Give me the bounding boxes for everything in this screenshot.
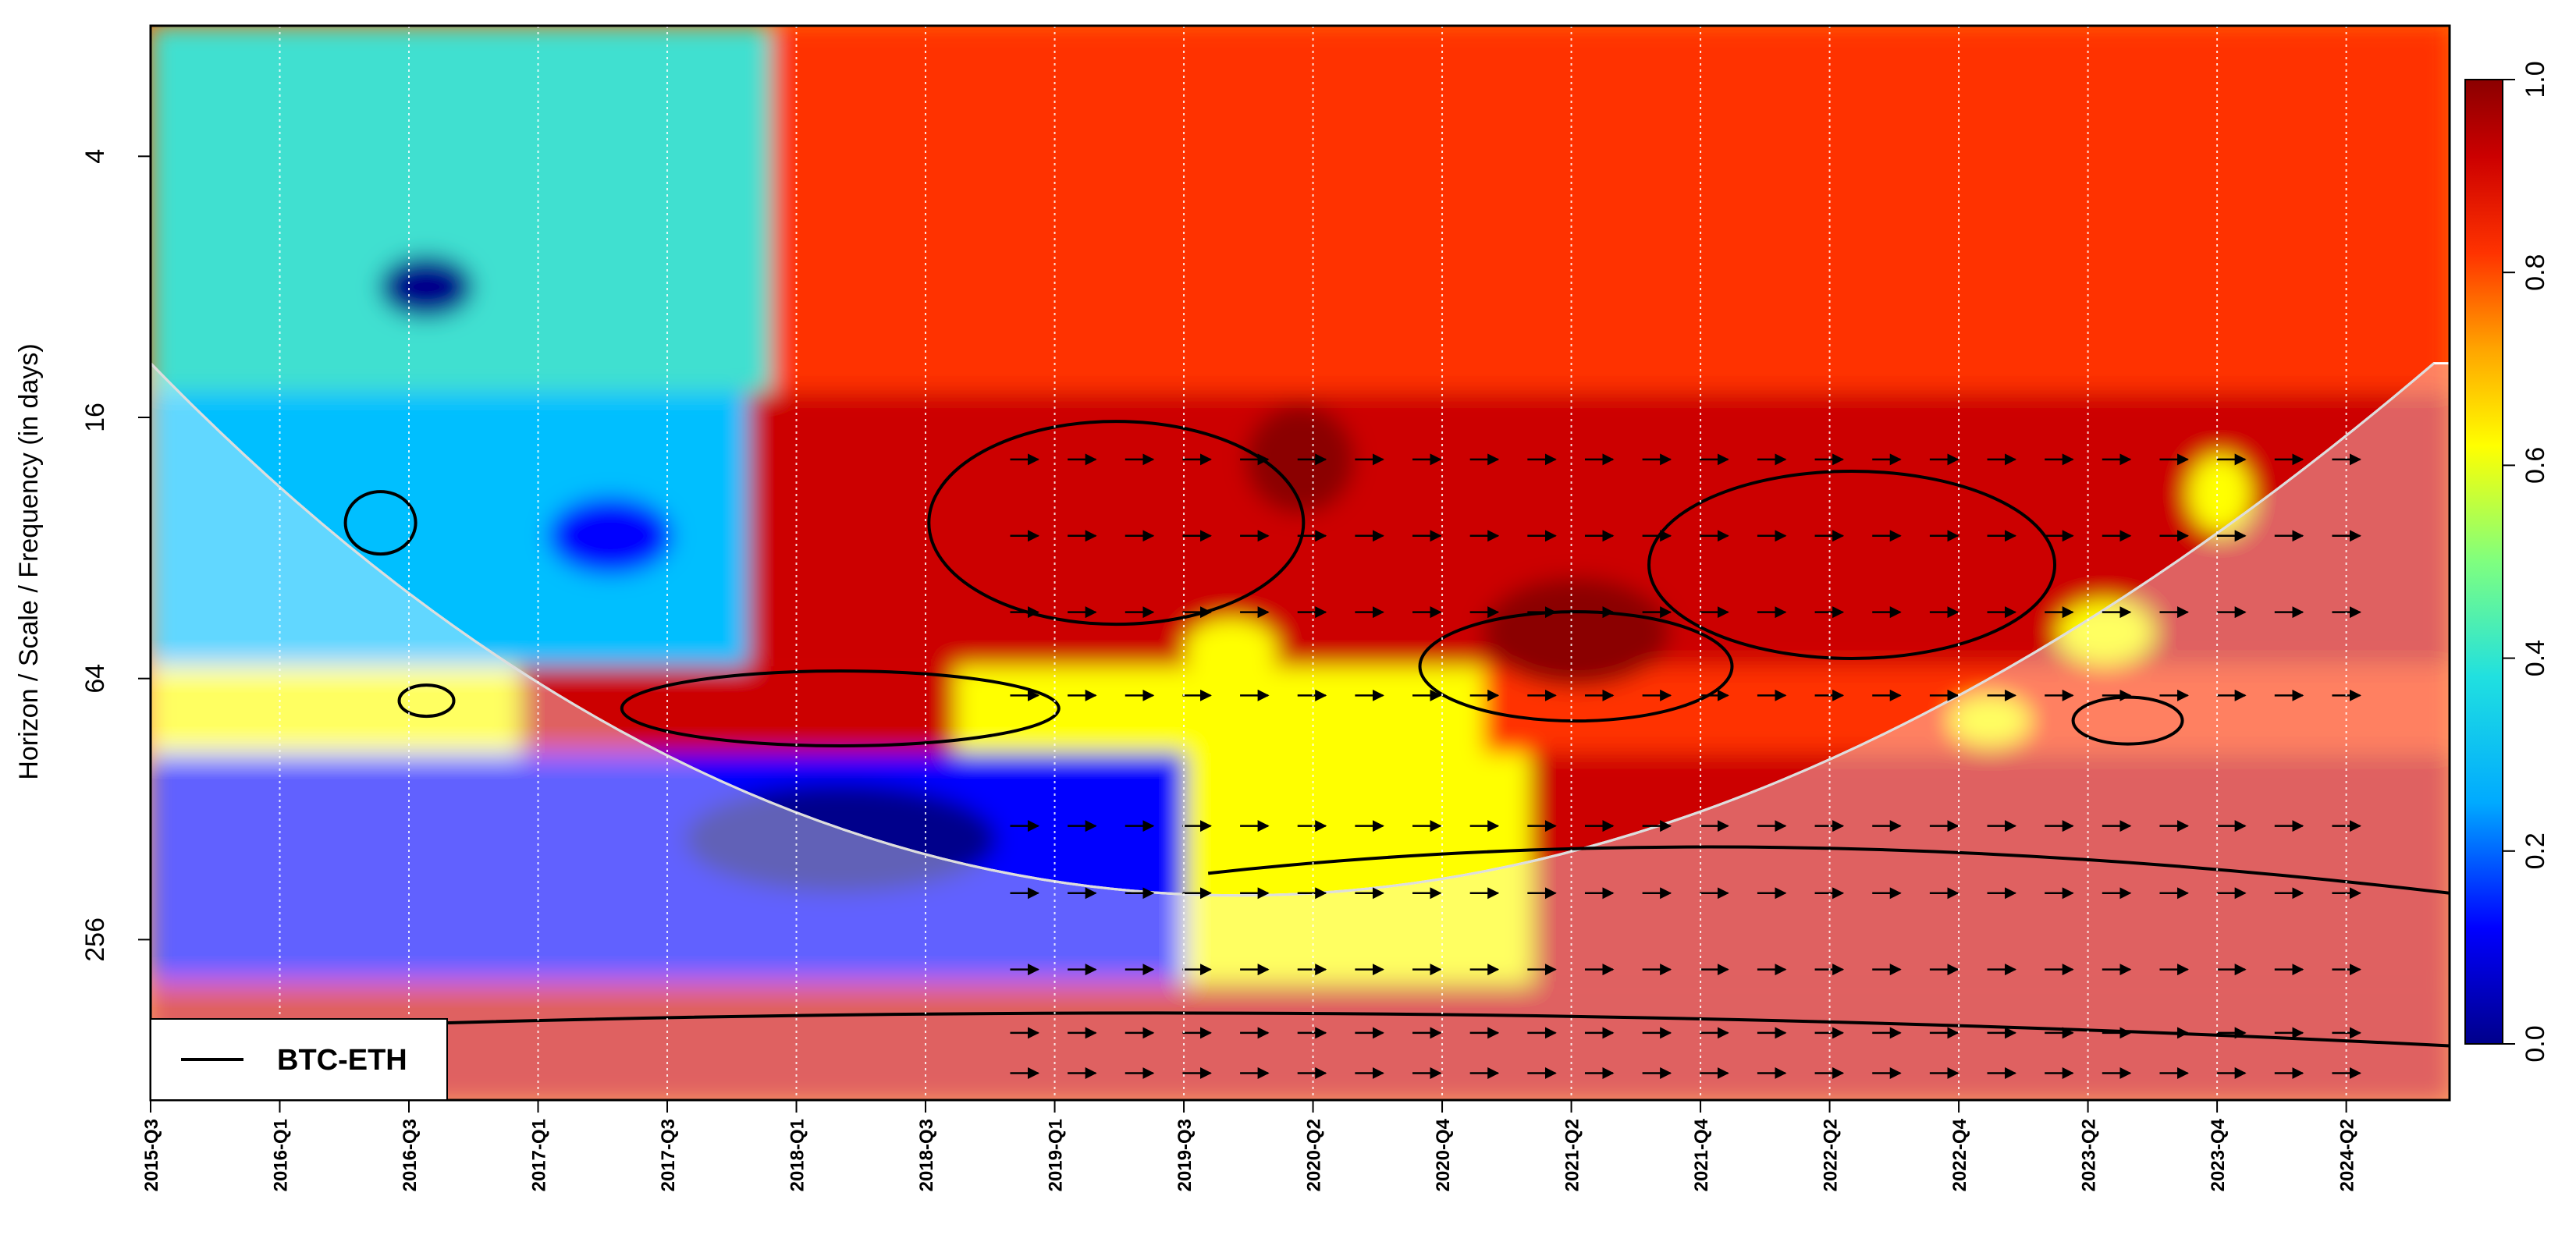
x-tick-label: 2017-Q1 — [529, 1119, 550, 1191]
plot-frame — [149, 24, 2451, 1102]
x-tick-label: 2019-Q3 — [1174, 1119, 1196, 1191]
x-tick-label: 2015-Q3 — [141, 1119, 162, 1191]
x-tick-label: 2021-Q2 — [1562, 1119, 1583, 1191]
y-tick-label: 64 — [80, 664, 110, 694]
y-tick-label: 256 — [80, 917, 110, 962]
x-tick-label: 2022-Q4 — [1949, 1118, 1970, 1191]
phase-arrows — [1010, 453, 2361, 1079]
x-gridlines — [151, 26, 2347, 1100]
x-tick-label: 2018-Q1 — [787, 1119, 808, 1191]
colorbar-tick-label: 1.0 — [2521, 61, 2550, 98]
colorbar-tick-label: 0.4 — [2521, 640, 2550, 676]
y-axis-title: Horizon / Scale / Frequency (in days) — [14, 343, 44, 779]
x-tick-label: 2022-Q2 — [1821, 1119, 1842, 1191]
legend: BTC-ETH — [150, 1018, 448, 1101]
x-tick-label: 2023-Q2 — [2079, 1119, 2100, 1191]
colorbar-tick-label: 0.0 — [2521, 1025, 2550, 1062]
y-tick-label: 4 — [80, 149, 110, 164]
x-tick-label: 2023-Q4 — [2208, 1118, 2229, 1191]
y-axis: 4 16 64 256 — [80, 149, 151, 962]
x-tick-label: 2018-Q3 — [916, 1119, 937, 1191]
x-tick-label: 2020-Q2 — [1304, 1119, 1325, 1191]
colorbar-tick-label: 0.2 — [2521, 832, 2550, 869]
x-axis: 2015-Q3 2016-Q1 2016-Q3 2017-Q1 2017-Q3 2018-… — [141, 1100, 2358, 1191]
x-tick-label: 2016-Q1 — [271, 1119, 292, 1191]
colorbar-ticks: 0.0 0.2 0.4 0.6 0.8 1.0 — [2503, 61, 2550, 1063]
significance-contours — [151, 420, 2450, 1048]
colorbar-tick-label: 0.8 — [2521, 254, 2550, 291]
heatmap-field — [151, 26, 2450, 1100]
x-tick-label: 2020-Q4 — [1433, 1118, 1454, 1191]
x-tick-label: 2016-Q3 — [400, 1119, 421, 1191]
y-tick-label: 16 — [80, 403, 110, 432]
x-tick-label: 2024-Q2 — [2337, 1119, 2358, 1191]
colorbar — [2464, 79, 2503, 1045]
colorbar-tick-label: 0.6 — [2521, 447, 2550, 484]
x-tick-label: 2021-Q4 — [1691, 1118, 1712, 1191]
legend-label-btc-eth: BTC-ETH — [277, 1044, 407, 1077]
x-tick-label: 2019-Q1 — [1046, 1119, 1067, 1191]
x-tick-label: 2017-Q3 — [658, 1119, 679, 1191]
